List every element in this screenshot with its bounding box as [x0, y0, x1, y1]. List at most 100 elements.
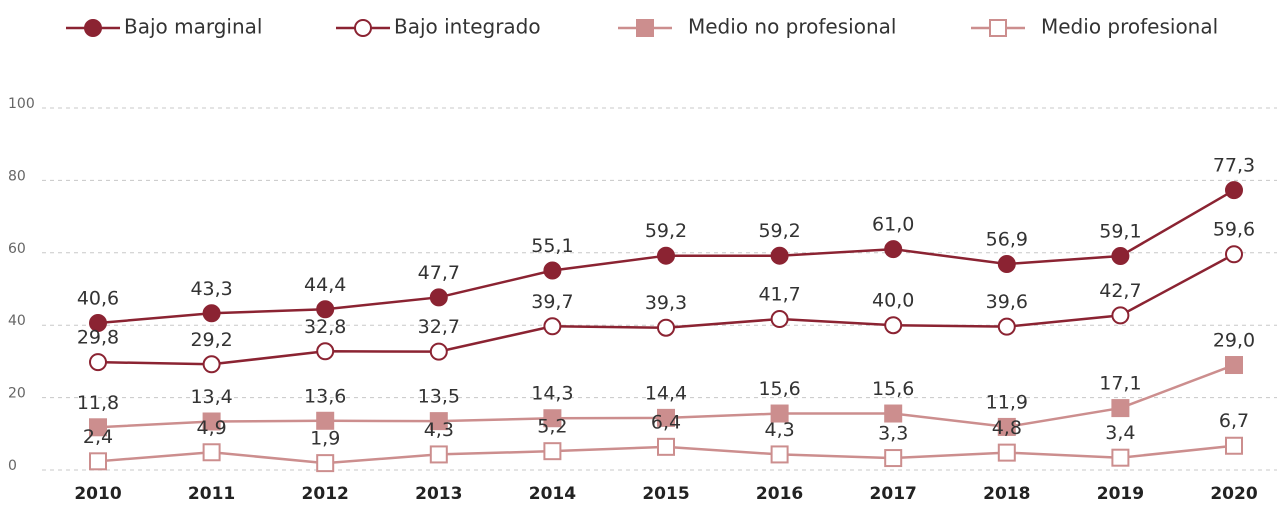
data-label: 3,4 — [1105, 422, 1135, 444]
point — [543, 409, 562, 428]
data-label: 3,3 — [878, 423, 908, 445]
data-label: 59,2 — [758, 220, 800, 242]
data-label: 59,6 — [1213, 219, 1255, 241]
data-label: 15,6 — [872, 378, 914, 400]
data-label: 29,2 — [190, 329, 232, 351]
data-label: 4,8 — [992, 417, 1022, 439]
point — [1225, 356, 1243, 375]
data-label: 6,4 — [651, 411, 681, 433]
data-label: 4,3 — [424, 419, 454, 441]
data-label: 41,7 — [758, 284, 800, 306]
data-label: 40,6 — [77, 288, 119, 310]
point — [1111, 399, 1130, 418]
point — [202, 443, 221, 462]
data-label: 77,3 — [1213, 155, 1255, 177]
data-label: 40,0 — [872, 290, 914, 312]
data-label: 44,4 — [304, 274, 346, 296]
point — [1225, 245, 1243, 264]
point — [657, 246, 675, 265]
legend-marker — [354, 19, 372, 37]
point — [429, 288, 448, 307]
point — [89, 314, 107, 333]
data-label: 4,3 — [764, 419, 794, 441]
data-label: 4,9 — [196, 417, 226, 439]
point — [1225, 181, 1243, 200]
point — [316, 342, 335, 361]
point — [316, 300, 335, 319]
y-tick-label: 20 — [8, 386, 26, 402]
point — [997, 255, 1016, 274]
point — [543, 261, 562, 280]
x-tick-label: 2010 — [74, 484, 121, 504]
point — [429, 445, 448, 464]
point — [89, 353, 107, 372]
point — [543, 317, 562, 336]
y-tick-label: 0 — [8, 458, 17, 474]
data-label: 47,7 — [418, 262, 460, 284]
point — [202, 304, 221, 323]
point — [884, 316, 903, 335]
point — [770, 445, 789, 464]
data-label: 15,6 — [758, 378, 800, 400]
data-label: 11,9 — [986, 391, 1028, 413]
legend-marker — [989, 19, 1007, 37]
point — [429, 412, 448, 431]
data-label: 29,8 — [77, 327, 119, 349]
point — [997, 317, 1016, 336]
data-label: 2,4 — [83, 426, 113, 448]
data-label: 59,2 — [645, 220, 687, 242]
data-label: 56,9 — [986, 229, 1028, 251]
x-tick-label: 2015 — [642, 484, 689, 504]
legend-label: Bajo integrado — [394, 15, 541, 39]
point — [657, 437, 675, 456]
point — [884, 404, 903, 423]
legend-label: Medio no profesional — [688, 15, 896, 39]
data-label: 1,9 — [310, 428, 340, 450]
data-label: 13,6 — [304, 385, 346, 407]
point — [202, 412, 221, 431]
x-tick-label: 2014 — [529, 484, 576, 504]
data-label: 32,8 — [304, 316, 346, 338]
legend-marker — [84, 19, 102, 37]
point — [657, 408, 675, 427]
data-label: 13,5 — [418, 386, 460, 408]
data-label: 39,6 — [986, 291, 1028, 313]
point — [89, 418, 107, 437]
data-label: 39,7 — [531, 291, 573, 313]
data-label: 39,3 — [645, 292, 687, 314]
data-label: 29,0 — [1213, 330, 1255, 352]
data-label: 59,1 — [1099, 221, 1141, 243]
data-label: 55,1 — [531, 235, 573, 257]
y-tick-label: 100 — [8, 96, 35, 112]
point — [1111, 448, 1130, 467]
x-tick-label: 2017 — [870, 484, 917, 504]
y-tick-label: 40 — [8, 313, 26, 329]
legend-marker — [636, 19, 654, 37]
x-tick-label: 2018 — [983, 484, 1030, 504]
point — [1225, 436, 1243, 455]
data-label: 14,3 — [531, 383, 573, 405]
x-tick-label: 2020 — [1210, 484, 1257, 504]
data-label: 32,7 — [418, 316, 460, 338]
point — [884, 449, 903, 468]
y-tick-label: 60 — [8, 241, 26, 257]
point — [770, 246, 789, 265]
x-tick-label: 2012 — [302, 484, 349, 504]
x-tick-label: 2011 — [188, 484, 235, 504]
data-label: 42,7 — [1099, 280, 1141, 302]
point — [89, 452, 107, 471]
point — [997, 417, 1016, 436]
point — [884, 240, 903, 259]
point — [316, 454, 335, 473]
x-tick-label: 2019 — [1097, 484, 1144, 504]
point — [202, 355, 221, 374]
legend-label: Bajo marginal — [124, 15, 262, 39]
data-label: 17,1 — [1099, 373, 1141, 395]
point — [657, 318, 675, 337]
point — [429, 342, 448, 361]
point — [770, 310, 789, 329]
legend-label: Medio profesional — [1041, 15, 1218, 39]
point — [1111, 247, 1130, 266]
x-tick-label: 2016 — [756, 484, 803, 504]
point — [316, 411, 335, 430]
